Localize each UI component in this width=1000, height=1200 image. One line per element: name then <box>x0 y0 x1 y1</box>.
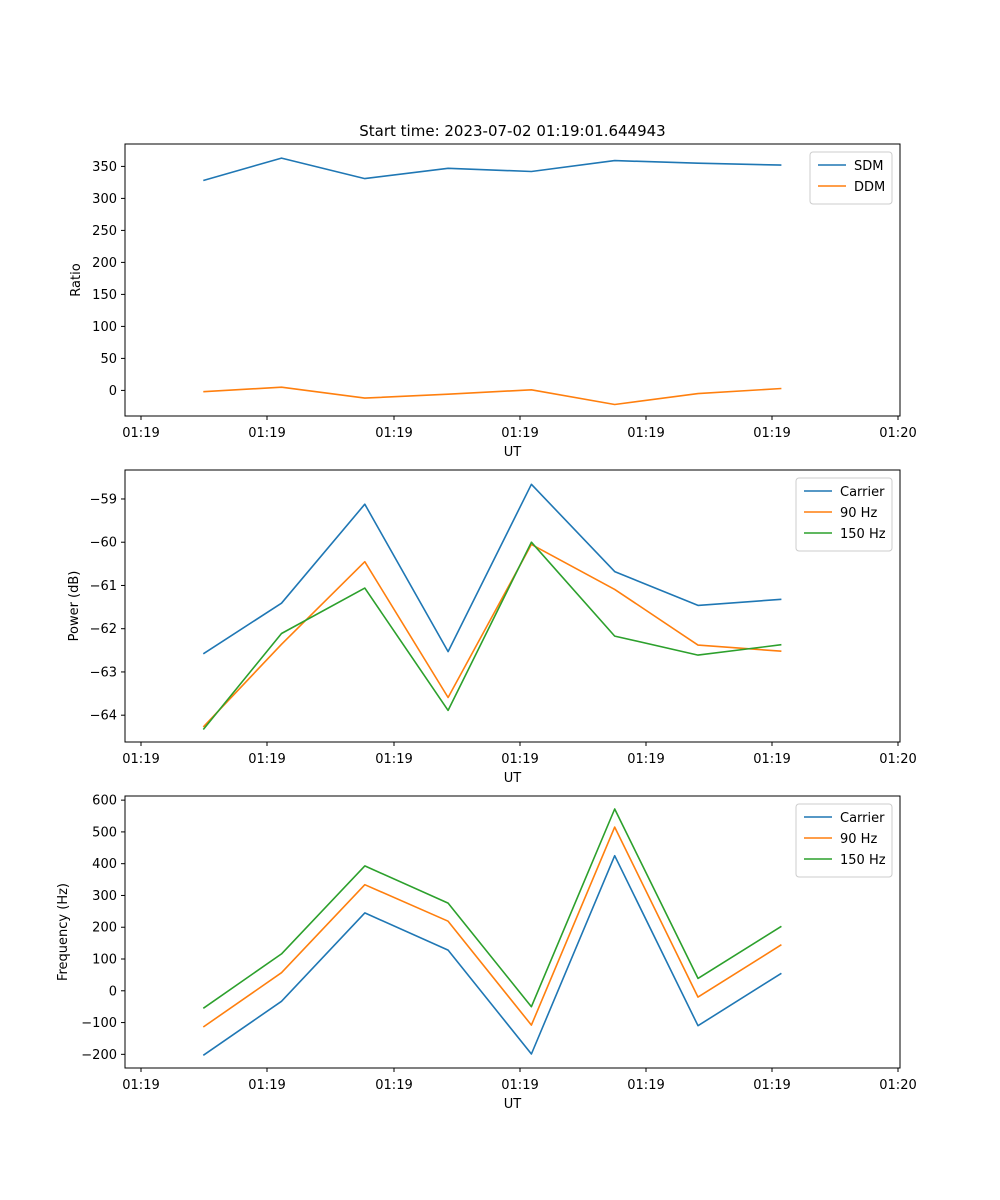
y-axis-label: Power (dB) <box>67 571 82 642</box>
x-tick-label: 01:19 <box>753 426 790 441</box>
y-tick-label: 0 <box>109 984 117 999</box>
y-tick-label: 200 <box>92 256 117 271</box>
subplot-2: 01:19 01:19 01:19 01:19 01:19 01:19 01:20 UT −64… <box>67 469 917 786</box>
subplot-1: Start time: 2023-07-02 01:19:01.64494301… <box>69 122 917 460</box>
x-tick-label: 01:19 <box>122 752 159 767</box>
legend-label: 90 Hz <box>840 506 877 521</box>
y-tick-label: 100 <box>92 953 117 968</box>
series-line-ddm <box>203 386 782 406</box>
x-tick-label: 01:19 <box>375 1078 412 1093</box>
x-tick-label: 01:20 <box>879 1078 916 1093</box>
legend-label: SDM <box>854 159 883 174</box>
y-axis-label: Ratio <box>69 263 84 296</box>
x-tick-label: 01:19 <box>122 426 159 441</box>
axes-frame <box>124 795 901 1069</box>
y-tick-label: −63 <box>90 665 117 680</box>
y-tick-label: 300 <box>92 192 117 207</box>
legend-label: 150 Hz <box>840 527 886 542</box>
y-tick-label: −100 <box>81 1016 117 1031</box>
y-tick-label: 600 <box>92 794 117 809</box>
x-tick-label: 01:19 <box>248 752 285 767</box>
legend-label: Carrier <box>840 811 885 826</box>
legend-label: 150 Hz <box>840 853 886 868</box>
y-tick-label: 300 <box>92 889 117 904</box>
chart-title: Start time: 2023-07-02 01:19:01.644943 <box>359 122 665 140</box>
subplot-3: 01:19 01:19 01:19 01:19 01:19 01:19 01:20 UT −20… <box>56 794 917 1112</box>
series-line-150-hz <box>202 808 782 1009</box>
x-tick-label: 01:19 <box>501 752 538 767</box>
y-tick-label: 0 <box>109 384 117 399</box>
y-tick-label: −59 <box>90 492 117 507</box>
y-tick-label: −60 <box>90 536 117 551</box>
legend-label: 90 Hz <box>840 832 877 847</box>
axes-frame <box>124 469 901 743</box>
series-line-carrier <box>202 854 782 1056</box>
axes-frame <box>124 143 901 417</box>
legend-label: Carrier <box>840 485 885 500</box>
y-tick-label: 100 <box>92 320 117 335</box>
x-tick-label: 01:19 <box>501 426 538 441</box>
series-line-90-hz <box>202 543 782 728</box>
y-tick-label: 500 <box>92 825 117 840</box>
x-axis-label: UT <box>504 445 522 460</box>
y-tick-label: 50 <box>100 352 117 367</box>
y-axis-label: Frequency (Hz) <box>56 883 71 981</box>
y-tick-label: 250 <box>92 224 117 239</box>
y-tick-label: −62 <box>90 622 117 637</box>
legend-label: DDM <box>854 180 885 195</box>
x-tick-label: 01:19 <box>753 752 790 767</box>
series-line-sdm <box>203 157 782 182</box>
x-tick-label: 01:19 <box>627 752 664 767</box>
series-line-90-hz <box>202 826 782 1028</box>
y-tick-label: 200 <box>92 921 117 936</box>
x-tick-label: 01:20 <box>879 752 916 767</box>
x-axis-label: UT <box>504 771 522 786</box>
y-tick-label: 400 <box>92 857 117 872</box>
y-tick-label: −64 <box>90 709 117 724</box>
y-tick-label: 150 <box>92 288 117 303</box>
x-tick-label: 01:19 <box>501 1078 538 1093</box>
x-tick-label: 01:19 <box>627 1078 664 1093</box>
series-line-150-hz <box>202 541 782 731</box>
y-tick-label: 350 <box>92 160 117 175</box>
series-line-carrier <box>202 483 782 655</box>
x-tick-label: 01:19 <box>248 1078 285 1093</box>
x-tick-label: 01:20 <box>879 426 916 441</box>
x-tick-label: 01:19 <box>375 426 412 441</box>
x-tick-label: 01:19 <box>753 1078 790 1093</box>
y-tick-label: −200 <box>81 1048 117 1063</box>
x-tick-label: 01:19 <box>375 752 412 767</box>
x-tick-label: 01:19 <box>248 426 285 441</box>
x-axis-label: UT <box>504 1097 522 1112</box>
y-tick-label: −61 <box>90 579 117 594</box>
x-tick-label: 01:19 <box>122 1078 159 1093</box>
x-tick-label: 01:19 <box>627 426 664 441</box>
